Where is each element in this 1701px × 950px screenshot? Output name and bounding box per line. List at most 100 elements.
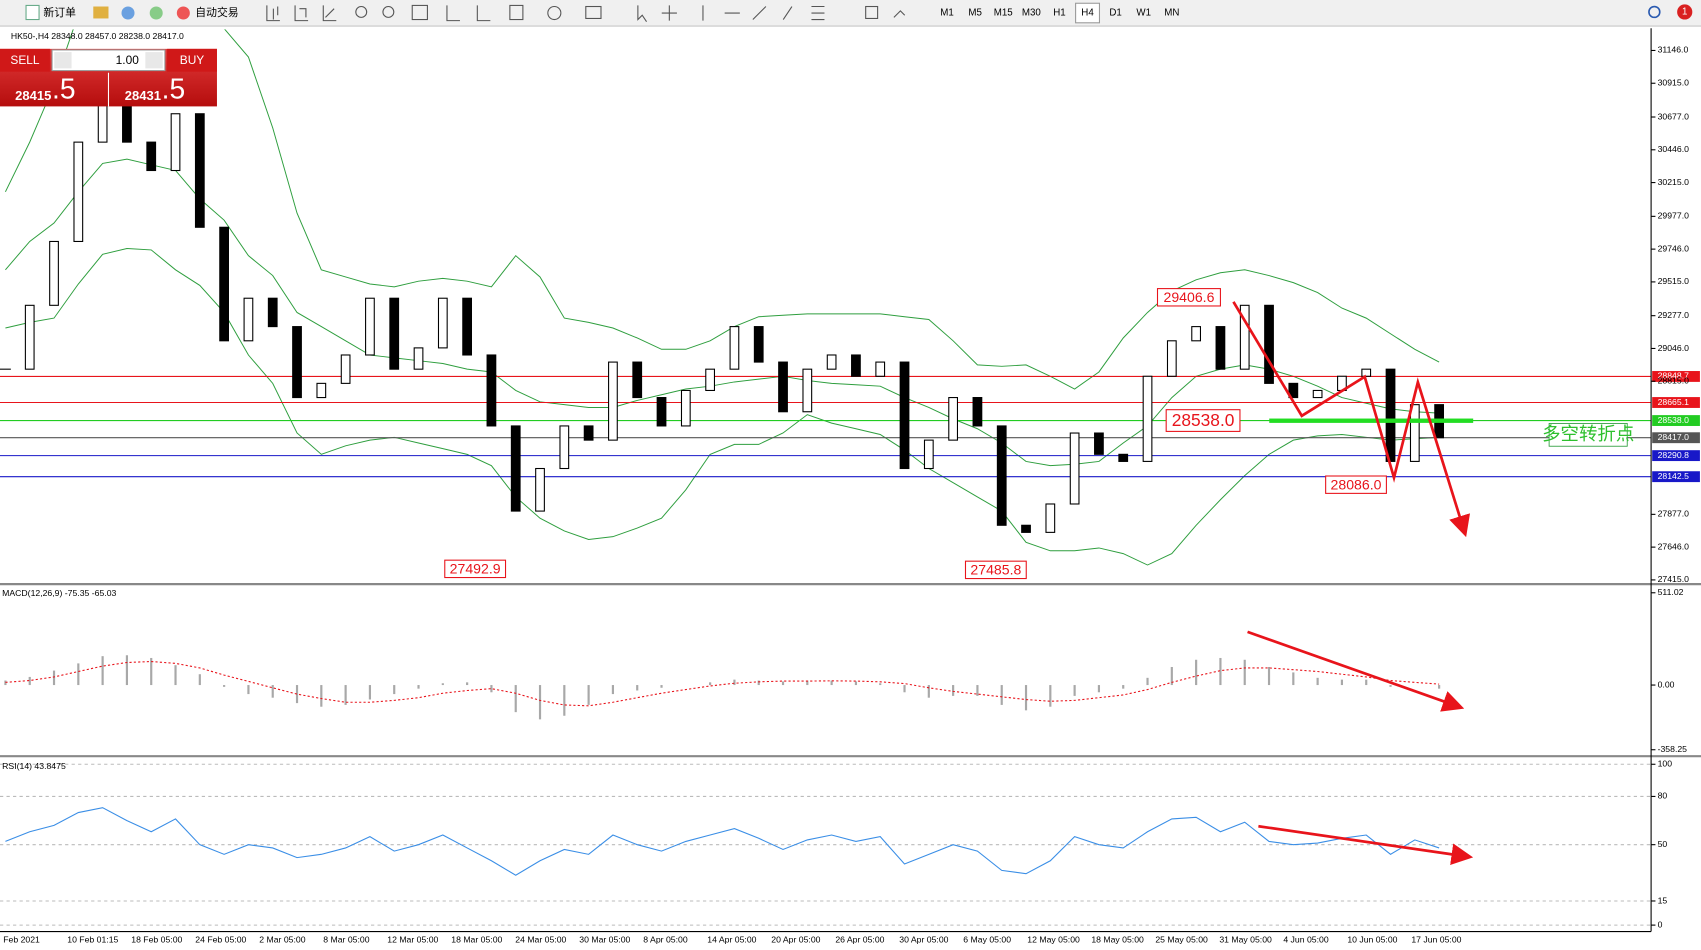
- level-tag: [1652, 471, 1700, 483]
- x-tick-label: 10 Jun 05:00: [1347, 935, 1397, 945]
- y-tick-label: 30446.0: [1658, 144, 1690, 154]
- candle: [753, 326, 764, 363]
- y-tick-label: 29746.0: [1658, 243, 1690, 253]
- buy-price: 28431: [125, 88, 161, 103]
- candle: [729, 326, 740, 370]
- candle: [1264, 304, 1274, 384]
- bollinger-lower: [5, 248, 1440, 566]
- y-tick-label: 511.02: [1658, 587, 1684, 597]
- timeframe-button[interactable]: M30: [1022, 8, 1042, 19]
- macd-bar: [441, 683, 444, 686]
- macd-bar: [563, 685, 566, 716]
- candle: [802, 368, 813, 413]
- autotrade-button[interactable]: 自动交易: [176, 5, 239, 20]
- macd-bar: [1170, 666, 1173, 686]
- symbol-header: HK50-,H4 28348.0 28457.0 28238.0 28417.0: [11, 31, 184, 41]
- candle: [1142, 375, 1153, 462]
- macd-bar: [733, 679, 736, 686]
- candle: [146, 141, 157, 172]
- icon[interactable]: [121, 6, 135, 20]
- y-tick-label: 80: [1658, 791, 1668, 801]
- macd-bar: [854, 681, 858, 686]
- rsi-line: [5, 807, 1440, 876]
- macd-bar: [77, 663, 80, 686]
- search-icon[interactable]: [1648, 5, 1661, 19]
- timeframe-button[interactable]: H4: [1081, 8, 1094, 19]
- candle: [851, 354, 861, 377]
- macd-bar: [393, 685, 396, 695]
- timeframe-button[interactable]: MN: [1164, 8, 1179, 19]
- level-tag-label: 28848.7: [1658, 371, 1690, 381]
- candle: [243, 297, 254, 342]
- candle: [267, 297, 278, 328]
- candle: [73, 141, 84, 243]
- lots-down[interactable]: [54, 52, 72, 69]
- timeframe-button[interactable]: D1: [1109, 8, 1121, 19]
- macd-bar: [538, 685, 542, 720]
- timeframe-button[interactable]: H1: [1053, 8, 1065, 19]
- y-tick-label: 50: [1658, 839, 1668, 849]
- candle: [656, 397, 667, 427]
- y-tick-label: 29277.0: [1658, 310, 1690, 320]
- macd-bar: [223, 685, 226, 687]
- x-tick-label: 18 May 05:00: [1091, 935, 1144, 945]
- candle: [583, 425, 594, 441]
- macd-bar: [320, 685, 323, 707]
- y-tick-label: 29977.0: [1658, 211, 1690, 221]
- x-tick-label: 8 Apr 05:00: [643, 935, 688, 945]
- buy-button[interactable]: [167, 48, 217, 72]
- candle: [1361, 368, 1372, 377]
- candle: [1312, 389, 1323, 399]
- x-tick-label: 31 May 05:00: [1219, 935, 1272, 945]
- x-tick-label: 12 May 05:00: [1027, 935, 1080, 945]
- icon[interactable]: [93, 6, 109, 19]
- timeframe-button[interactable]: M1: [940, 8, 954, 19]
- candle: [875, 361, 886, 377]
- macd-bar: [636, 685, 639, 691]
- y-tick-label: 27415.0: [1658, 574, 1690, 584]
- x-tick-label: 24 Mar 05:00: [515, 935, 566, 945]
- pivot-band: [1269, 418, 1474, 423]
- price-callout: [444, 559, 507, 579]
- price-callout: [964, 560, 1027, 580]
- level-tag: [1652, 415, 1700, 426]
- candle: [292, 326, 302, 399]
- price-callout: [1325, 475, 1387, 494]
- trend-arrow: [1232, 301, 1471, 538]
- icon[interactable]: [149, 6, 163, 20]
- x-tick-label: 8 Mar 05:00: [323, 935, 369, 945]
- macd-bar: [976, 685, 979, 696]
- x-tick-label: 6 May 05:00: [963, 935, 1011, 945]
- y-tick-label: 30215.0: [1658, 177, 1690, 187]
- candle: [996, 425, 1007, 526]
- bollinger-middle: [5, 158, 1440, 467]
- rsi-divergence-arrow: [1258, 824, 1474, 866]
- candle: [316, 382, 327, 399]
- candle: [1385, 368, 1396, 462]
- macd-bar: [1267, 666, 1271, 686]
- notification-badge[interactable]: [1677, 4, 1693, 20]
- macd-bar: [1365, 679, 1368, 686]
- macd-bar: [1389, 685, 1392, 687]
- macd-bar: [587, 685, 590, 705]
- timeframe-button[interactable]: M15: [994, 8, 1014, 19]
- candle: [194, 113, 205, 228]
- new-order-button[interactable]: 新订单: [25, 5, 76, 21]
- level-tag-label: 28142.5: [1658, 471, 1690, 481]
- x-tick-label: 30 Apr 05:00: [899, 935, 948, 945]
- macd-bar: [830, 680, 833, 686]
- price-callout: [1165, 409, 1241, 432]
- timeframe-button[interactable]: M5: [968, 8, 982, 19]
- x-tick-label: 25 May 05:00: [1155, 935, 1208, 945]
- note-box: [1548, 422, 1628, 447]
- timeframe-button[interactable]: W1: [1136, 8, 1151, 19]
- lots-field[interactable]: [51, 49, 166, 72]
- sell-button[interactable]: [0, 48, 50, 72]
- y-tick-label: 29515.0: [1658, 276, 1690, 286]
- x-tick-label: 26 Apr 05:00: [835, 935, 884, 945]
- y-tick-label: 100: [1658, 759, 1673, 769]
- candle: [49, 240, 59, 306]
- lots-up[interactable]: [145, 52, 163, 69]
- price-callout-label: 28086.0: [1331, 476, 1382, 492]
